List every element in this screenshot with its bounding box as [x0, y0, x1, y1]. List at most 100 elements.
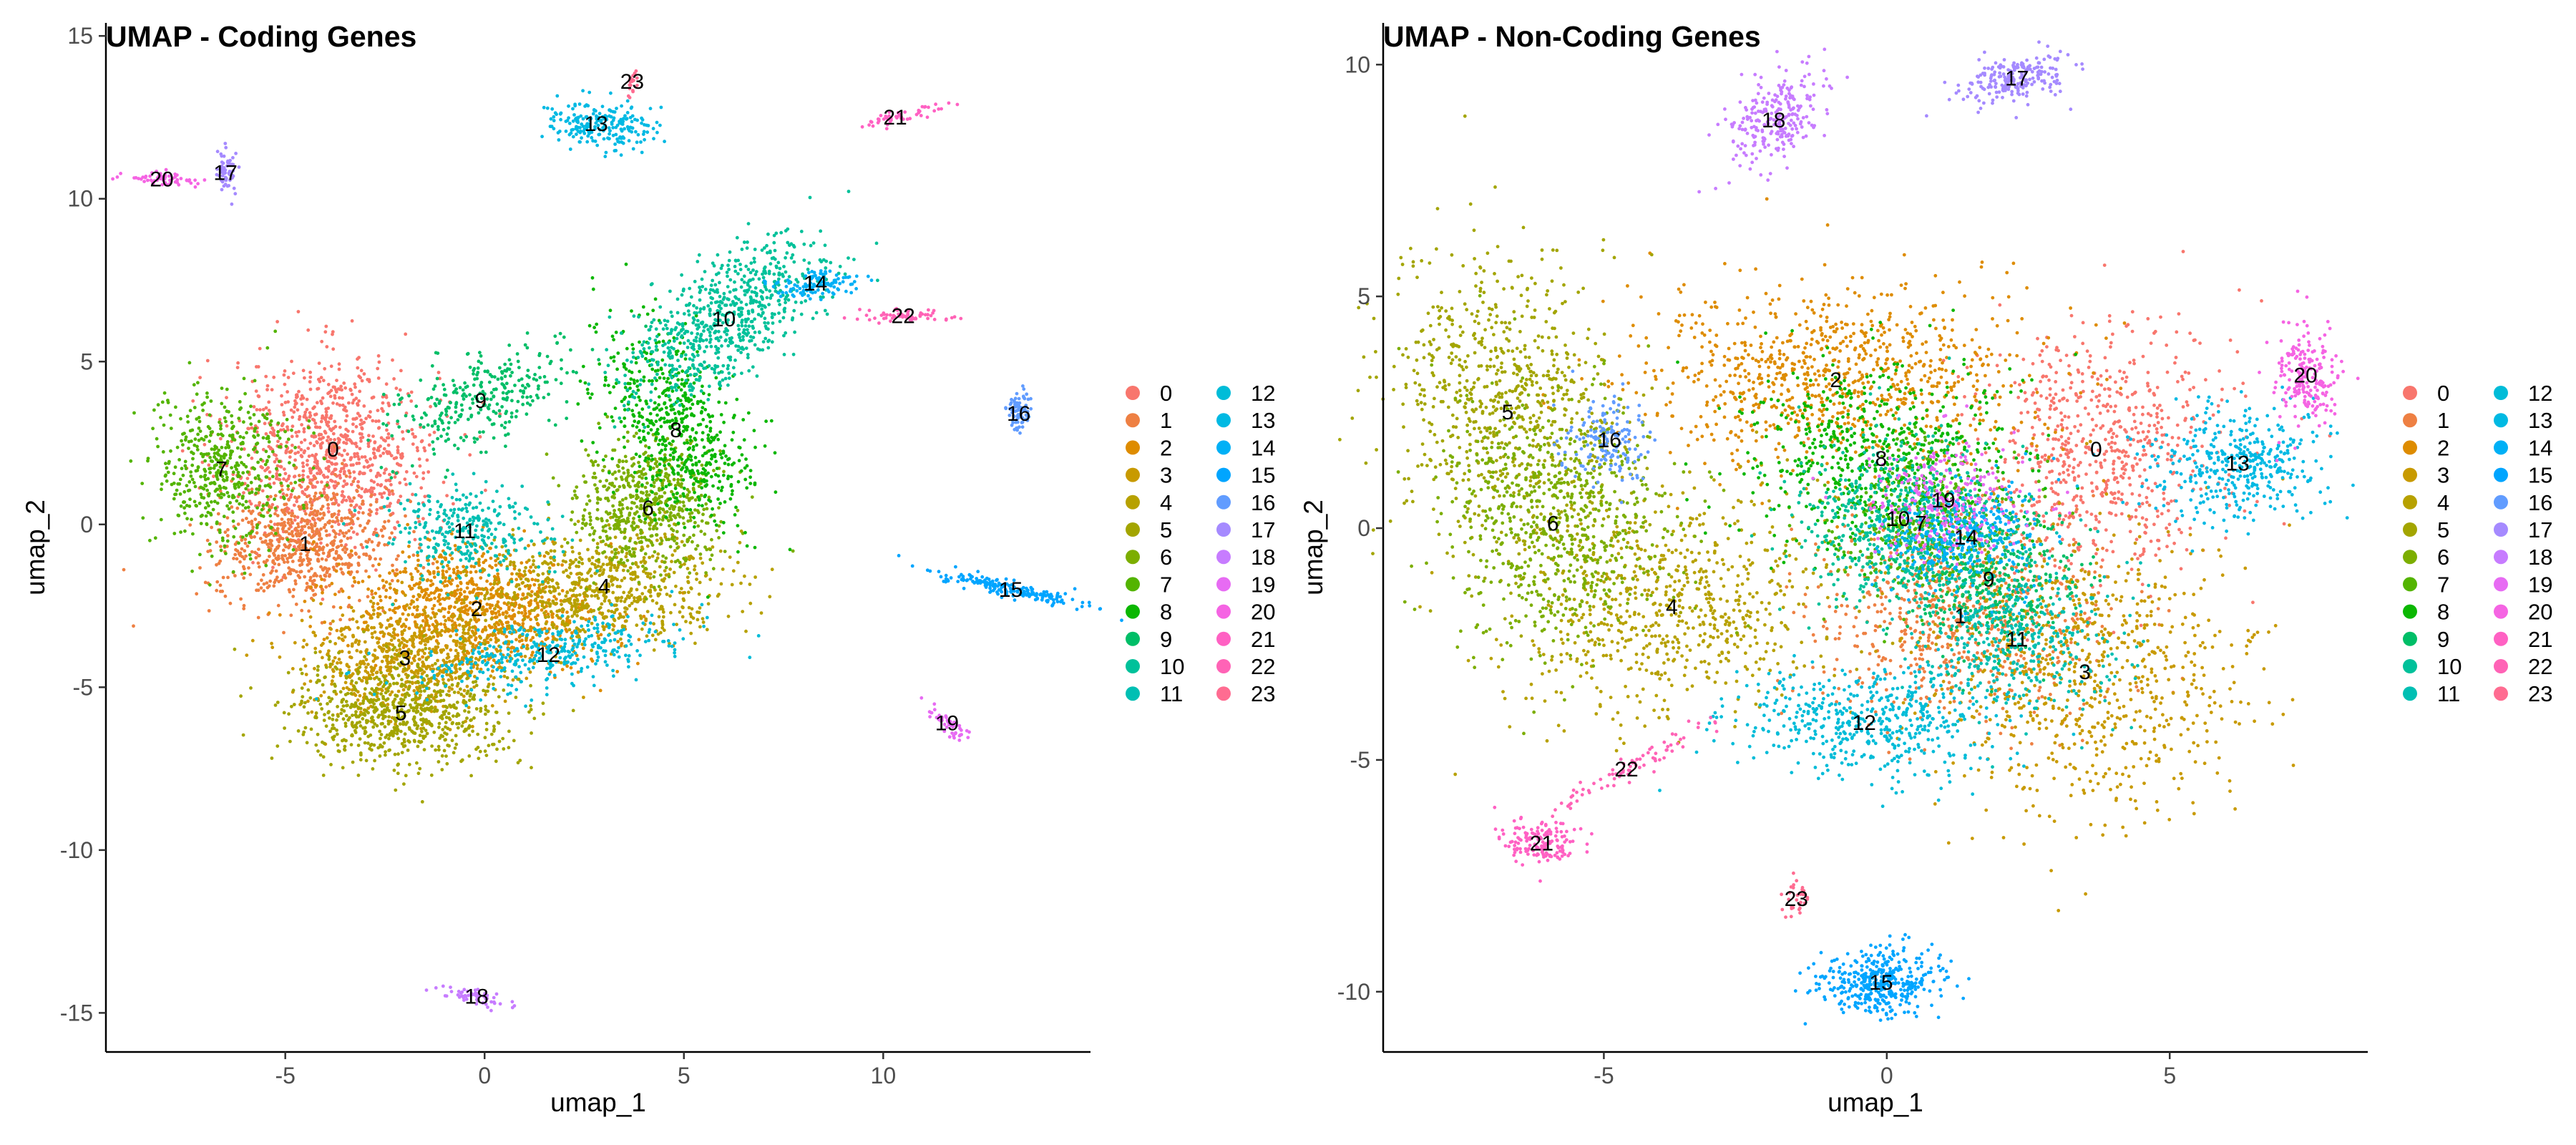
- legend-label: 17: [2528, 517, 2552, 542]
- legend-key: [1126, 659, 1140, 673]
- legend-key: [1216, 413, 1231, 427]
- legend-label: 2: [2437, 435, 2449, 460]
- legend-key: [1216, 686, 1231, 701]
- cluster-label-1: 1: [1954, 605, 1966, 628]
- legend-key: [1126, 413, 1140, 427]
- legend-key: [2494, 659, 2508, 673]
- cluster-label-7: 7: [1915, 512, 1927, 536]
- cluster-label-2: 2: [471, 598, 483, 621]
- legend-label: 20: [1251, 600, 1275, 625]
- legend-key: [1216, 632, 1231, 646]
- x-tick-label: 5: [678, 1063, 691, 1088]
- legend-label: 2: [1160, 435, 1172, 460]
- legend-label: 22: [1251, 654, 1275, 679]
- cluster-label-6: 6: [642, 497, 654, 520]
- legend-key: [1126, 386, 1140, 400]
- cluster-label-13: 13: [2225, 452, 2249, 475]
- legend-key: [2494, 550, 2508, 564]
- panel-coding-ylabel: umap_2: [21, 500, 50, 595]
- legend-label: 13: [2528, 408, 2552, 433]
- legend-key: [2494, 686, 2508, 701]
- legend-label: 0: [2437, 381, 2449, 406]
- y-tick-label: -10: [60, 837, 93, 863]
- legend-label: 9: [2437, 627, 2449, 652]
- legend-label: 19: [2528, 572, 2552, 597]
- legend-key: [2403, 440, 2417, 454]
- panel-noncoding-title: UMAP - Non-Coding Genes: [1383, 20, 1761, 53]
- legend-label: 5: [2437, 517, 2449, 542]
- legend-label: 20: [2528, 600, 2552, 625]
- legend-key: [1216, 468, 1231, 482]
- cluster-label-20: 20: [2293, 364, 2317, 387]
- legend-label: 3: [1160, 463, 1172, 488]
- legend-label: 7: [1160, 572, 1172, 597]
- cluster-label-10: 10: [1886, 507, 1910, 531]
- legend-label: 8: [2437, 600, 2449, 625]
- y-tick-label: 10: [67, 186, 93, 212]
- y-tick-label: -15: [60, 1000, 93, 1025]
- legend-label: 12: [2528, 381, 2552, 406]
- cluster-label-16: 16: [1598, 429, 1621, 452]
- x-tick-label: 0: [478, 1063, 491, 1088]
- cluster-label-16: 16: [1007, 402, 1030, 426]
- x-tick-label: 5: [2163, 1063, 2176, 1088]
- panel-noncoding-ylabel: umap_2: [1299, 500, 1328, 595]
- x-tick-label: -5: [275, 1063, 295, 1088]
- cluster-label-22: 22: [1614, 758, 1638, 781]
- legend-key: [1216, 605, 1231, 619]
- legend-key: [1216, 440, 1231, 454]
- cluster-label-6: 6: [1547, 512, 1559, 536]
- legend-label: 4: [2437, 490, 2449, 515]
- y-tick-label: 15: [67, 23, 93, 49]
- panel-coding-title: UMAP - Coding Genes: [106, 20, 416, 53]
- cluster-label-4: 4: [1666, 595, 1678, 619]
- y-tick-label: -10: [1337, 979, 1370, 1005]
- cluster-label-23: 23: [1785, 887, 1808, 911]
- legend-label: 14: [1251, 435, 1275, 460]
- panel-noncoding-xlabel: umap_1: [1828, 1088, 1923, 1117]
- legend-label: 6: [1160, 545, 1172, 570]
- cluster-label-11: 11: [2006, 628, 2028, 652]
- cluster-label-4: 4: [598, 575, 610, 598]
- legend-key: [1126, 522, 1140, 537]
- legend-label: 5: [1160, 517, 1172, 542]
- legend-key: [2403, 468, 2417, 482]
- legend-key: [2494, 440, 2508, 454]
- legend-key: [1216, 577, 1231, 591]
- legend-label: 11: [1160, 681, 1183, 706]
- legend-label: 10: [1160, 654, 1184, 679]
- cluster-label-18: 18: [1762, 109, 1785, 132]
- cluster-label-2: 2: [1830, 369, 1842, 392]
- legend-key: [2403, 495, 2417, 510]
- legend-key: [1216, 522, 1231, 537]
- legend-label: 1: [2437, 408, 2449, 433]
- y-tick-label: 5: [80, 349, 93, 374]
- legend-label: 21: [2528, 627, 2552, 652]
- cluster-label-21: 21: [883, 106, 907, 130]
- legend-key: [1216, 495, 1231, 510]
- y-tick-label: 10: [1345, 52, 1370, 77]
- legend-key: [1126, 550, 1140, 564]
- x-tick-label: 0: [1880, 1063, 1893, 1088]
- cluster-label-11: 11: [454, 520, 476, 543]
- legend-key: [2403, 577, 2417, 591]
- legend-label: 10: [2437, 654, 2462, 679]
- legend-key: [2403, 413, 2417, 427]
- legend-key: [2494, 577, 2508, 591]
- legend-label: 11: [2437, 681, 2460, 706]
- cluster-label-5: 5: [1502, 401, 1514, 424]
- y-tick-label: 0: [80, 512, 93, 537]
- legend-key: [1216, 386, 1231, 400]
- cluster-label-12: 12: [1853, 711, 1876, 735]
- legend-label: 8: [1160, 600, 1172, 625]
- cluster-label-3: 3: [399, 646, 411, 670]
- legend-key: [2494, 632, 2508, 646]
- cluster-label-12: 12: [537, 643, 560, 667]
- cluster-label-20: 20: [150, 167, 173, 191]
- cluster-label-15: 15: [1869, 971, 1893, 995]
- legend-label: 7: [2437, 572, 2449, 597]
- legend-label: 9: [1160, 627, 1172, 652]
- legend-label: 19: [1251, 572, 1275, 597]
